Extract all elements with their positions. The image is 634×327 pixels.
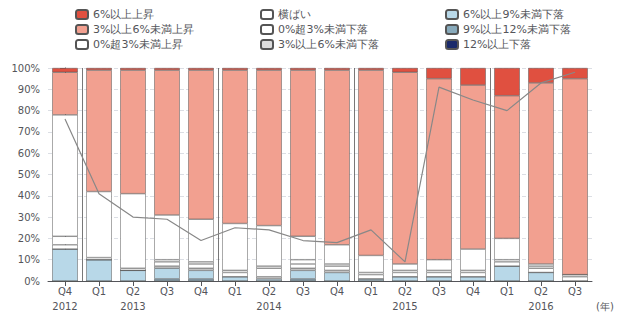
svg-text:80%: 80% xyxy=(18,105,40,116)
svg-text:10%: 10% xyxy=(18,254,40,265)
svg-text:6%以上9%未満下落: 6%以上9%未満下落 xyxy=(463,8,564,21)
svg-text:100%: 100% xyxy=(11,63,40,74)
svg-text:90%: 90% xyxy=(18,84,40,95)
svg-text:40%: 40% xyxy=(18,190,40,201)
svg-text:Q3: Q3 xyxy=(432,286,446,297)
svg-text:50%: 50% xyxy=(18,169,40,180)
svg-text:2016: 2016 xyxy=(528,301,553,312)
svg-text:3%以上6%未満上昇: 3%以上6%未満上昇 xyxy=(93,23,194,36)
svg-text:Q1: Q1 xyxy=(92,286,106,297)
svg-text:Q3: Q3 xyxy=(160,286,174,297)
svg-text:Q2: Q2 xyxy=(398,286,412,297)
svg-text:0%: 0% xyxy=(24,276,40,287)
svg-text:Q4: Q4 xyxy=(194,286,208,297)
svg-text:30%: 30% xyxy=(18,212,40,223)
svg-text:Q1: Q1 xyxy=(500,286,514,297)
svg-text:横ばい: 横ばい xyxy=(278,8,311,21)
svg-text:(年): (年) xyxy=(596,301,614,312)
svg-text:20%: 20% xyxy=(18,233,40,244)
svg-text:Q2: Q2 xyxy=(126,286,140,297)
svg-text:Q3: Q3 xyxy=(296,286,310,297)
svg-text:Q2: Q2 xyxy=(534,286,548,297)
svg-text:3%以上6%未満下落: 3%以上6%未満下落 xyxy=(278,38,379,51)
svg-text:Q4: Q4 xyxy=(466,286,480,297)
svg-text:Q3: Q3 xyxy=(568,286,582,297)
svg-text:Q1: Q1 xyxy=(228,286,242,297)
svg-text:Q4: Q4 xyxy=(330,286,344,297)
svg-text:2015: 2015 xyxy=(392,301,417,312)
svg-text:2014: 2014 xyxy=(256,301,281,312)
svg-text:6%以上上昇: 6%以上上昇 xyxy=(93,8,154,21)
svg-text:0%超3%未満下落: 0%超3%未満下落 xyxy=(278,23,368,36)
svg-text:Q4: Q4 xyxy=(58,286,72,297)
svg-text:12%以上下落: 12%以上下落 xyxy=(463,38,531,51)
svg-text:2013: 2013 xyxy=(120,301,145,312)
svg-text:0%超3%未満上昇: 0%超3%未満上昇 xyxy=(93,38,183,51)
svg-text:70%: 70% xyxy=(18,126,40,137)
svg-text:2012: 2012 xyxy=(52,301,77,312)
svg-text:Q2: Q2 xyxy=(262,286,276,297)
svg-text:9%以上12%未満下落: 9%以上12%未満下落 xyxy=(463,23,571,36)
svg-text:Q1: Q1 xyxy=(364,286,378,297)
svg-text:60%: 60% xyxy=(18,148,40,159)
